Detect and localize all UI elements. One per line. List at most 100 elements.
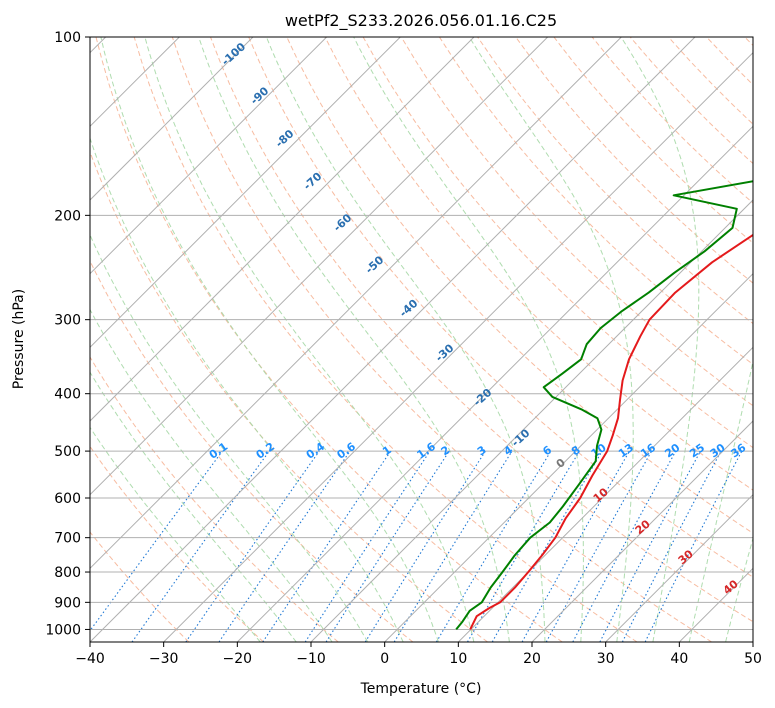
x-tick-label: 50 <box>744 651 762 667</box>
isotherm-line <box>457 346 753 642</box>
mixing-ratio-line <box>218 450 351 642</box>
dry-adiabat-line <box>477 37 753 325</box>
isotherm-line <box>310 199 753 642</box>
mixing-ratio-label: 0.6 <box>335 440 359 462</box>
y-tick-label: 600 <box>54 491 81 507</box>
dewpoint-trace <box>455 180 753 631</box>
y-tick-label: 1000 <box>45 622 81 638</box>
x-tick-label: 30 <box>597 651 615 667</box>
x-tick-label: 0 <box>380 651 389 667</box>
mixing-ratio-line <box>644 450 743 642</box>
dry-adiabat-line <box>400 37 753 407</box>
dry-adiabat-line <box>324 37 753 491</box>
dry-adiabat-line <box>744 37 753 47</box>
dry-adiabat-line <box>248 37 753 578</box>
isotherm-line <box>90 37 549 496</box>
dry-adiabat-line <box>90 259 414 642</box>
mixing-ratio-lines <box>90 450 743 642</box>
moist-adiabat-line <box>688 358 753 642</box>
x-axis-label: Temperature (°C) <box>360 681 482 697</box>
dry-adiabat-line <box>90 445 264 642</box>
moist-adiabats <box>90 37 753 642</box>
dry-adiabat-line <box>171 37 712 642</box>
moist-adiabat-line <box>90 233 369 642</box>
dry-adiabat-line <box>515 37 753 284</box>
moist-adiabat-line <box>90 308 333 642</box>
moist-adiabat-label: 30 <box>676 547 696 567</box>
isotherm-line <box>90 37 328 275</box>
isotherm-line <box>163 51 753 642</box>
dry-adiabat-line <box>90 356 339 642</box>
mixing-ratio-line <box>304 450 431 642</box>
y-tick-label: 500 <box>54 444 81 460</box>
mixing-ratio-line <box>621 450 722 642</box>
mixing-ratio-line <box>599 450 701 642</box>
x-tick-label: −30 <box>149 651 179 667</box>
mixing-ratio-label: 1.6 <box>415 440 439 462</box>
moist-adiabat-line <box>90 426 261 642</box>
isotherm-line <box>90 37 254 201</box>
dry-adiabat-label: -50 <box>363 253 387 276</box>
mixing-ratio-label: 10 <box>589 441 609 461</box>
isobars <box>90 37 753 630</box>
isotherm-line <box>90 37 475 422</box>
y-axis-label: Pressure (hPa) <box>11 289 27 389</box>
moist-adiabat-line <box>144 37 475 642</box>
dry-adiabat-line <box>438 37 753 366</box>
x-tick-label: −20 <box>223 651 253 667</box>
dry-adiabat-line <box>553 37 753 244</box>
dry-adiabat-line <box>362 37 753 449</box>
x-tick-label: 10 <box>449 651 467 667</box>
mixing-ratio-line <box>262 450 392 642</box>
mixing-ratio-line <box>545 450 653 642</box>
x-tick-label: −40 <box>75 651 105 667</box>
isotherm-line <box>90 37 401 349</box>
dry-adiabat-line <box>210 37 753 623</box>
mixing-ratio-label: 36 <box>728 441 748 461</box>
x-tick-label: 40 <box>670 651 688 667</box>
x-axis-ticks: −40 −30 −20 −10 0 10 20 30 40 50 <box>75 642 762 667</box>
isotherm-line <box>678 567 753 642</box>
dry-adiabat-line <box>90 531 190 642</box>
dry-adiabat-line <box>133 37 638 642</box>
y-tick-label: 100 <box>54 30 81 46</box>
y-tick-label: 400 <box>54 387 81 403</box>
x-tick-label: −10 <box>296 651 326 667</box>
dry-adiabat-label: -60 <box>331 211 355 234</box>
y-tick-label: 300 <box>54 313 81 329</box>
isotherm-line <box>236 125 753 642</box>
moist-adiabat-line <box>725 536 753 642</box>
moist-adiabat-label: 20 <box>633 517 653 537</box>
mixing-ratio-label: 20 <box>662 441 682 461</box>
isotherm-line <box>752 641 753 642</box>
mixing-ratio-line <box>131 450 270 642</box>
isotherm-line <box>384 272 753 642</box>
isotherm-line <box>90 37 622 570</box>
mixing-ratio-line <box>521 450 630 642</box>
moist-adiabat-label: 0 <box>554 456 568 471</box>
dry-adiabat-label: -100 <box>219 40 248 68</box>
isopleth-labels: 0.1 0.2 0.4 0.6 1 1.6 2 3 4 6 8 10 13 16 20 25 30 36-100-… <box>207 40 749 597</box>
mixing-ratio-line <box>325 450 450 642</box>
dry-adiabats <box>90 37 753 642</box>
moist-adiabat-line <box>468 37 634 642</box>
plot-area: 0.1 0.2 0.4 0.6 1 1.6 2 3 4 6 8 10 13 16 20 25 30 36-100-… <box>90 37 753 642</box>
plot-frame <box>89 36 754 643</box>
dry-adiabat-line <box>706 37 753 86</box>
mixing-ratio-line <box>185 450 320 642</box>
dry-adiabat-label: -10 <box>509 426 533 449</box>
dry-adiabat-label: -80 <box>273 127 297 150</box>
mixing-ratio-label: 0.1 <box>207 440 230 462</box>
moist-adiabat-line <box>100 37 439 642</box>
x-tick-label: 20 <box>523 651 541 667</box>
moist-adiabat-line <box>198 37 510 642</box>
y-tick-label: 900 <box>54 595 81 611</box>
mixing-ratio-label: 25 <box>687 441 707 460</box>
mixing-ratio-label: 30 <box>708 441 728 461</box>
dry-adiabat-line <box>90 150 488 642</box>
isotherm-line <box>531 420 753 642</box>
isotherms <box>90 37 753 642</box>
dry-adiabat-label: -30 <box>433 341 457 364</box>
mixing-ratio-label: 16 <box>638 441 658 461</box>
